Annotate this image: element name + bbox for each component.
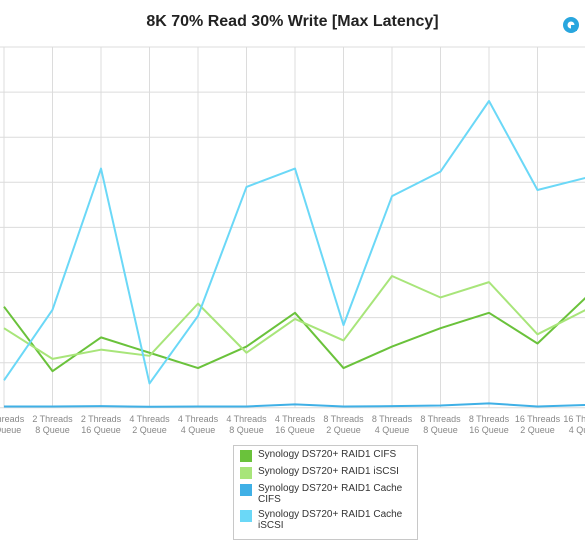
x-tick-label: 8 Threads 2 Queue	[323, 414, 364, 435]
legend-swatch	[240, 484, 252, 496]
legend-item[interactable]: Synology DS720+ RAID1 Cache iSCSI	[240, 509, 411, 531]
series-line-3	[3, 100, 585, 385]
logo-icon	[563, 17, 579, 33]
series-line-2	[4, 402, 585, 408]
legend-item[interactable]: Synology DS720+ RAID1 iSCSI	[240, 466, 411, 479]
chart-title: 8K 70% Read 30% Write [Max Latency]	[146, 13, 439, 30]
x-tick-label: 4 Threads 2 Queue	[129, 414, 170, 435]
x-tick-label: 8 Threads 8 Queue	[420, 414, 461, 435]
x-tick-label: 4 Threads 4 Queue	[178, 414, 219, 435]
legend-item[interactable]: Synology DS720+ RAID1 CIFS	[240, 449, 411, 462]
legend-item[interactable]: Synology DS720+ RAID1 Cache CIFS	[240, 483, 411, 505]
legend-label: Synology DS720+ RAID1 iSCSI	[258, 466, 399, 477]
x-tick-label: 4 Threads 16 Queue	[275, 414, 316, 435]
x-tick-label: 2 Threads 16 Queue	[81, 414, 122, 435]
x-tick-label: 16 Threads 2 Queue	[515, 414, 561, 435]
series-line-1	[3, 274, 585, 360]
legend-label: Synology DS720+ RAID1 Cache CIFS	[258, 483, 403, 505]
legend-label: Synology DS720+ RAID1 CIFS	[258, 449, 397, 460]
x-tick-label: 4 Threads 8 Queue	[226, 414, 267, 435]
series-line-0	[3, 297, 585, 373]
x-tick-label: 8 Threads 4 Queue	[372, 414, 413, 435]
legend-swatch	[240, 450, 252, 462]
chart-legend: Synology DS720+ RAID1 CIFS Synology DS720…	[233, 445, 418, 540]
x-tick-label: 8 Threads 16 Queue	[469, 414, 510, 435]
legend-swatch	[240, 467, 252, 479]
x-tick-label: 2 Threads 8 Queue	[32, 414, 73, 435]
legend-label: Synology DS720+ RAID1 Cache iSCSI	[258, 509, 403, 531]
legend-swatch	[240, 510, 252, 522]
